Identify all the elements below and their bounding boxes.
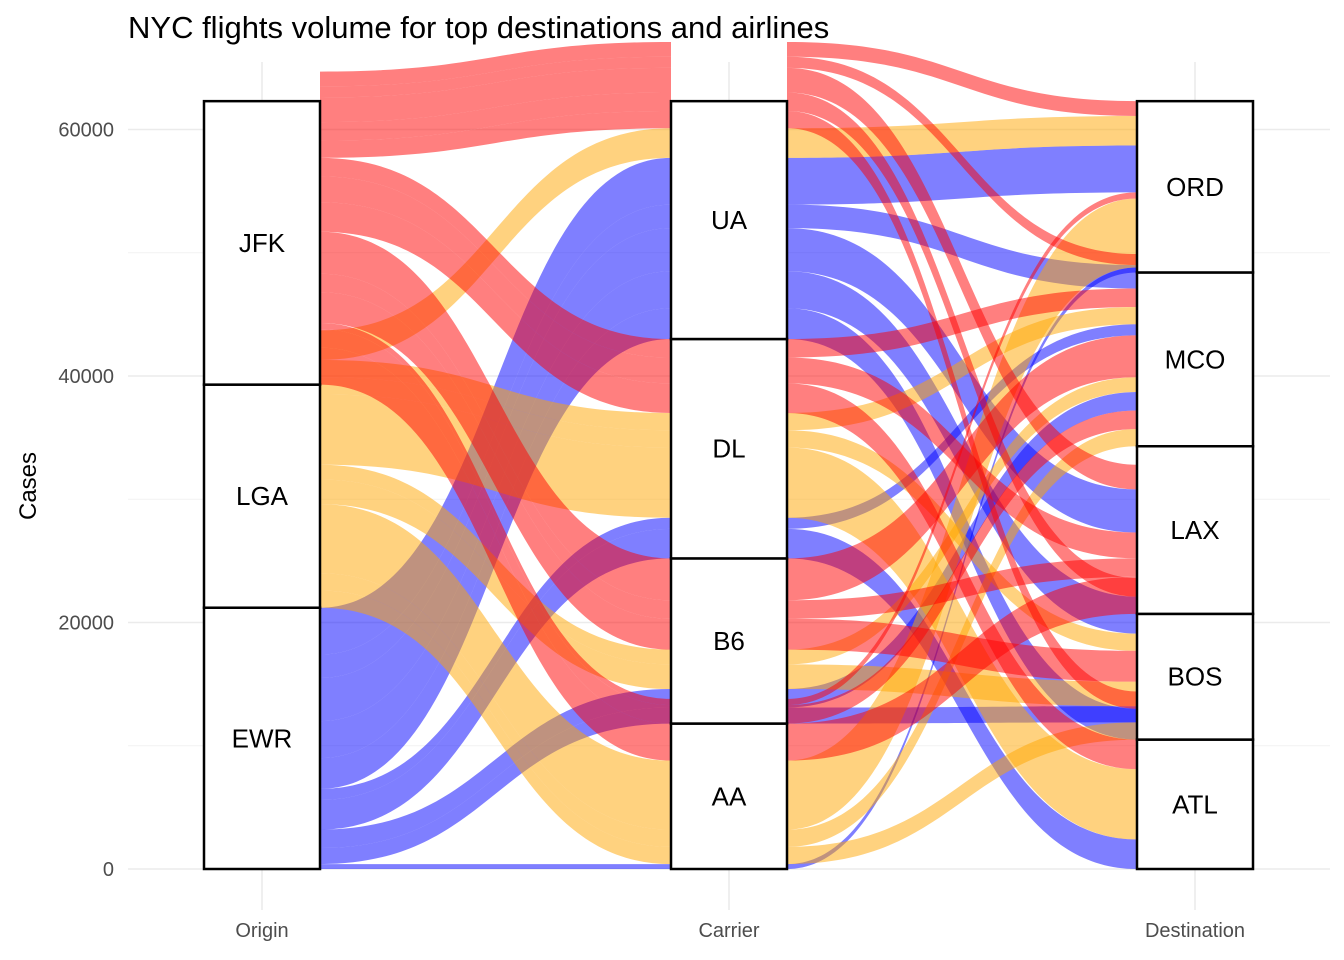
flow-jfk-aa-ord [320, 323, 671, 706]
stratum-label-aa: AA [712, 781, 747, 811]
flow-ewr-b6-bos [320, 707, 671, 865]
y-tick-label: 60000 [58, 120, 114, 142]
flow-jfk-dl-mco [787, 288, 1137, 358]
flow-ewr-dl-atl [787, 528, 1137, 869]
flow-jfk-dl-lax [320, 176, 671, 384]
flow-lga-dl-mco [787, 306, 1137, 431]
stratum-label-jfk: JFK [239, 228, 286, 258]
flow-jfk-dl-lax [787, 357, 1137, 559]
flow-ewr-ua-lax [787, 228, 1137, 533]
stratum-origin-lga [202, 383, 322, 609]
stratum-label-dl: DL [712, 434, 745, 464]
stratum-layer: EWR LGA JFK AA B6 DL UA ATL BOS LAX MCO ORD [202, 99, 1255, 871]
stratum-carrier-dl [669, 337, 789, 560]
flow-jfk-ua-lax [787, 67, 1137, 490]
stratum-label-lga: LGA [236, 481, 289, 511]
flow-jfk-ua-mco [787, 56, 1137, 266]
stratum-label-mco: MCO [1165, 344, 1226, 374]
x-tick-label-carrier: Carrier [698, 920, 759, 942]
flow-jfk-dl-atl [320, 202, 671, 413]
flow-ewr-b6-mco [320, 689, 671, 849]
flow-jfk-ua-atl [787, 111, 1137, 709]
flow-jfk-ua-bos [320, 92, 671, 141]
stratum-carrier-ua [669, 99, 789, 341]
flow-jfk-aa-mco [320, 329, 671, 724]
flow-jfk-b6-lax [320, 273, 671, 619]
stratum-destination-ord [1135, 99, 1255, 274]
stratum-destination-mco [1135, 271, 1255, 448]
axis-layer: 0 20000 40000 60000 Origin Carrier Destination [58, 120, 1245, 943]
stratum-destination-lax [1135, 445, 1255, 616]
stratum-origin-ewr [202, 606, 322, 871]
flow-layer [320, 41, 1137, 869]
flow-lga-b6-bos [320, 479, 671, 690]
y-axis-title: Cases [15, 452, 42, 520]
flow-jfk-aa-lax [320, 347, 671, 761]
flow-ewr-dl-mco [787, 324, 1137, 529]
x-tick-label-destination: Destination [1145, 920, 1245, 942]
flow-jfk-dl-atl [787, 383, 1137, 770]
flow-lga-dl-bos [787, 430, 1137, 651]
flow-jfk-ua-mco [320, 56, 671, 98]
y-tick-label: 20000 [58, 613, 114, 635]
stratum-label-ewr: EWR [232, 723, 293, 753]
flow-jfk-b6-bos [320, 292, 671, 650]
chart-title: NYC flights volume for top destinations … [128, 10, 830, 45]
stratum-label-atl: ATL [1172, 789, 1218, 819]
flow-ewr-aa-ord [320, 864, 671, 869]
flow-jfk-ua-ord [320, 41, 671, 87]
flow-lga-aa-mco [320, 573, 671, 847]
flow-jfk-aa-lax [787, 576, 1137, 761]
flow-lga-ua-ord [320, 128, 671, 360]
flow-lga-b6-mco [787, 377, 1137, 665]
flow-jfk-b6-bos [787, 618, 1137, 682]
flow-jfk-ua-ord [787, 41, 1137, 116]
stratum-destination-atl [1135, 738, 1255, 871]
stratum-label-lax: LAX [1170, 515, 1219, 545]
flow-jfk-dl-mco [320, 157, 671, 358]
flow-jfk-b6-mco [320, 231, 671, 601]
stratum-label-ord: ORD [1166, 172, 1224, 202]
stratum-label-b6: B6 [713, 626, 745, 656]
flow-lga-aa-ord [320, 504, 671, 830]
y-tick-label: 40000 [58, 366, 114, 388]
flow-jfk-ua-atl [320, 111, 671, 158]
flow-lga-aa-bos [787, 722, 1137, 865]
stratum-origin-jfk [202, 99, 322, 386]
stratum-label-ua: UA [711, 205, 748, 235]
stratum-label-bos: BOS [1168, 662, 1223, 692]
flow-ewr-b6-mco [787, 392, 1137, 708]
y-tick-label: 0 [103, 859, 114, 881]
x-tick-label-origin: Origin [235, 920, 288, 942]
flow-jfk-ua-bos [787, 92, 1137, 597]
flow-jfk-ua-lax [320, 67, 671, 123]
flow-lga-aa-bos [320, 590, 671, 865]
